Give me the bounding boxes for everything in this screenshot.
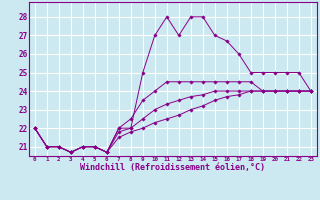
X-axis label: Windchill (Refroidissement éolien,°C): Windchill (Refroidissement éolien,°C) — [80, 163, 265, 172]
